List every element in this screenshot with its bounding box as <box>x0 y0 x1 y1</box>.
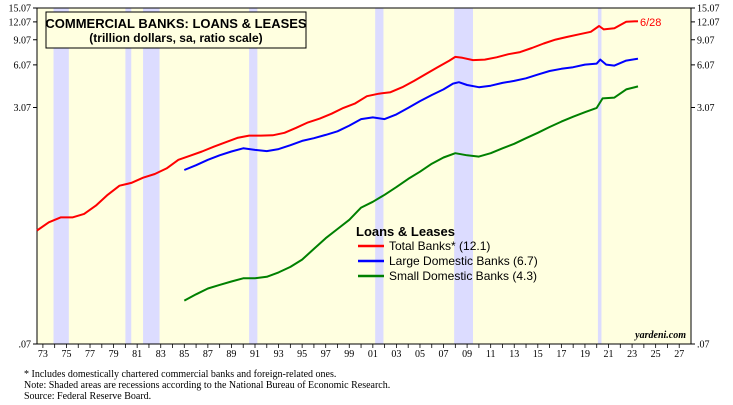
series-lines <box>36 20 639 302</box>
series-large-domestic-line <box>183 57 639 171</box>
watermark: yardeni.com <box>634 330 686 341</box>
ytick-right-label-5: .07 <box>697 340 710 351</box>
ytick-right-label-2: 9.07 <box>697 35 715 46</box>
xtick-label-77: 77 <box>85 349 95 360</box>
footnote-note: Note: Shaded areas are recessions accord… <box>24 380 391 391</box>
xtick-label-13: 13 <box>509 349 519 360</box>
ytick-left-label-4: 3.07 <box>14 103 32 114</box>
x-axis: 73 75 77 79 81 83 85 87 89 91 93 95 97 99 01 03 05 07 09 11… <box>38 344 684 360</box>
ytick-right-label-0: 15.07 <box>697 4 720 15</box>
xtick-label-11: 11 <box>486 349 496 360</box>
xtick-label-19: 19 <box>580 349 590 360</box>
xtick-label-91: 91 <box>250 349 260 360</box>
xtick-label-09: 09 <box>462 349 472 360</box>
chart-title: COMMERCIAL BANKS: LOANS & LEASES <box>45 16 307 31</box>
xtick-label-21: 21 <box>604 349 614 360</box>
legend-label-large: Large Domestic Banks (6.7) <box>389 254 538 268</box>
xtick-label-75: 75 <box>61 349 71 360</box>
xtick-label-07: 07 <box>439 349 449 360</box>
xtick-label-79: 79 <box>109 349 119 360</box>
series-small-domestic-line <box>183 85 639 302</box>
ytick-right-label-1: 12.07 <box>697 17 720 28</box>
recession-band-0 <box>53 8 69 344</box>
footnotes: * Includes domestically chartered commer… <box>24 369 390 402</box>
xtick-label-87: 87 <box>203 349 213 360</box>
legend-label-small: Small Domestic Banks (4.3) <box>389 269 537 283</box>
xtick-label-17: 17 <box>556 349 566 360</box>
footnote-source: Source: Federal Reserve Board. <box>24 391 152 402</box>
xtick-label-85: 85 <box>179 349 189 360</box>
plot-background <box>37 8 691 344</box>
legend-title: Loans & Leases <box>356 224 455 239</box>
y-axis-left: 15.07 12.07 9.07 6.07 3.07 .07 <box>9 4 37 351</box>
xtick-label-15: 15 <box>533 349 543 360</box>
xtick-label-23: 23 <box>627 349 637 360</box>
title-box <box>45 11 307 49</box>
y-axis-right: 15.07 12.07 9.07 6.07 3.07 .07 <box>691 4 720 351</box>
xtick-label-81: 81 <box>132 349 142 360</box>
xtick-label-03: 03 <box>391 349 401 360</box>
chart-subtitle: (trillion dollars, sa, ratio scale) <box>89 31 262 45</box>
ytick-left-label-5: .07 <box>19 340 32 351</box>
end-label-total: 6/28 <box>640 17 661 29</box>
recession-band-4 <box>375 8 384 344</box>
legend: Loans & Leases Total Banks* (12.1) Large… <box>356 224 538 283</box>
recession-band-6 <box>597 8 602 344</box>
ytick-left-label-3: 6.07 <box>14 60 32 71</box>
ytick-right-label-3: 6.07 <box>697 60 715 71</box>
ytick-left-label-0: 15.07 <box>9 4 32 15</box>
xtick-label-73: 73 <box>38 349 48 360</box>
ytick-left-label-1: 12.07 <box>9 17 32 28</box>
legend-label-total: Total Banks* (12.1) <box>389 239 490 253</box>
xtick-label-27: 27 <box>674 349 684 360</box>
xtick-label-01: 01 <box>368 349 378 360</box>
recession-band-3 <box>249 8 258 344</box>
recession-band-5 <box>454 8 473 344</box>
xtick-label-25: 25 <box>651 349 661 360</box>
series-total-banks-line <box>36 20 639 232</box>
xtick-label-97: 97 <box>321 349 331 360</box>
xtick-label-89: 89 <box>226 349 236 360</box>
xtick-label-95: 95 <box>297 349 307 360</box>
xtick-label-99: 99 <box>344 349 354 360</box>
xtick-label-83: 83 <box>156 349 166 360</box>
ytick-right-label-4: 3.07 <box>697 103 715 114</box>
ytick-left-label-2: 9.07 <box>14 35 32 46</box>
footnote-asterisk: * Includes domestically chartered commer… <box>24 369 337 380</box>
recession-band-1 <box>125 8 132 344</box>
plot-frame <box>36 7 692 345</box>
xtick-label-05: 05 <box>415 349 425 360</box>
xtick-label-93: 93 <box>274 349 284 360</box>
